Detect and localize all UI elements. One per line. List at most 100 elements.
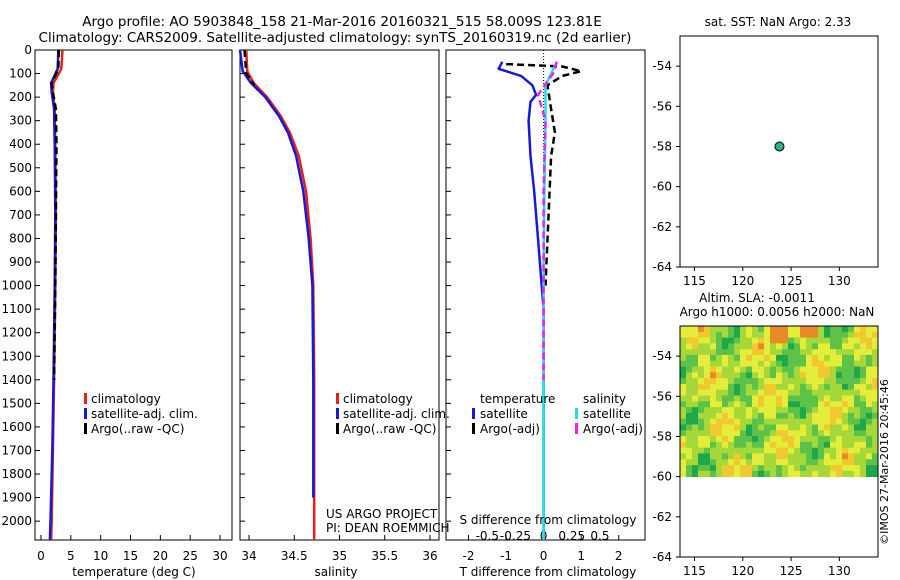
sla-cell: [860, 383, 867, 391]
legend-header-salinity: salinity: [583, 392, 626, 406]
sla-cell: [740, 366, 747, 373]
y-tick-label: 200: [9, 90, 32, 104]
sla-cell: [734, 453, 741, 460]
sla-cell: [740, 349, 747, 356]
sla-cell: [854, 389, 861, 396]
sla-cell: [842, 401, 849, 408]
sla-cell: [716, 389, 723, 396]
sla-cell: [680, 441, 687, 449]
sla-cell: [788, 418, 795, 425]
y-tick-label: 100: [9, 67, 32, 81]
sla-cell: [740, 418, 747, 425]
sla-cell: [704, 366, 711, 373]
sla-cell: [794, 326, 801, 333]
sla-cell: [710, 453, 717, 460]
sla-cell: [854, 366, 861, 373]
y-tick-label: 1100: [1, 302, 32, 316]
sla-cell: [800, 470, 807, 478]
sla-cell: [788, 349, 795, 356]
sla-cell: [692, 453, 699, 460]
sla-cell: [860, 418, 867, 425]
sla-cell: [734, 366, 741, 373]
sla-cell: [824, 395, 831, 402]
sla-cell: [806, 407, 813, 414]
y-tick-label: -60: [652, 180, 672, 194]
sla-cell: [794, 418, 801, 425]
sla-cell: [836, 366, 843, 373]
sla-cell: [806, 372, 813, 379]
sla-cell: [818, 360, 825, 367]
sla-cell: [830, 407, 837, 414]
sla-cell: [812, 354, 819, 362]
sla-cell: [782, 465, 789, 472]
sla-cell: [734, 337, 741, 344]
sla-cell: [770, 436, 777, 443]
sla-cell: [842, 465, 849, 472]
sla-cell: [680, 430, 687, 437]
sla-cell: [776, 441, 783, 449]
sla-cell: [722, 372, 729, 379]
sla-cell: [812, 337, 819, 344]
sla-cell: [788, 412, 795, 420]
sla-cell: [824, 372, 831, 379]
sla-cell: [782, 343, 789, 350]
sla-cell: [716, 366, 723, 373]
sla-cell: [686, 326, 693, 333]
sla-cell: [746, 326, 753, 333]
sla-cell: [710, 430, 717, 437]
sla-cell: [854, 331, 861, 338]
sla-cell: [716, 453, 723, 460]
sla-cell: [734, 395, 741, 402]
sla-cell: [704, 378, 711, 385]
legend-label-s-argo: Argo(-adj): [583, 422, 643, 436]
sla-cell: [830, 441, 837, 449]
sla-cell: [842, 360, 849, 367]
sla-cell: [830, 360, 837, 367]
sla-cell: [722, 383, 729, 391]
y-tick-label: -62: [652, 220, 672, 234]
x-tick-label: 115: [683, 274, 706, 288]
sla-cell: [830, 465, 837, 472]
sla-cell: [728, 349, 735, 356]
sla-cell: [722, 366, 729, 373]
sla-cell: [698, 430, 705, 437]
sla-cell: [860, 360, 867, 367]
sla-cell: [764, 418, 771, 425]
sla-cell: [686, 418, 693, 425]
sla-cell: [824, 447, 831, 454]
sla-cell: [836, 378, 843, 385]
sla-cell: [728, 395, 735, 402]
sla-cell: [782, 383, 789, 391]
sla-cell: [764, 337, 771, 344]
sla-cell: [854, 378, 861, 385]
sla-cell: [722, 337, 729, 344]
sla-cell: [698, 360, 705, 367]
sla-cell: [866, 326, 873, 333]
sla-cell: [842, 441, 849, 449]
y-tick-label: 1000: [1, 279, 32, 293]
sla-cell: [698, 447, 705, 454]
sla-cell: [842, 383, 849, 391]
sla-cell: [818, 430, 825, 437]
sla-cell: [758, 401, 765, 408]
sla-cell: [848, 418, 855, 425]
sla-cell: [788, 407, 795, 414]
sla-cell: [740, 383, 747, 391]
sla-cell: [860, 349, 867, 356]
sla-cell: [734, 360, 741, 367]
sla-cell: [734, 407, 741, 414]
sla-cell: [734, 389, 741, 396]
sla-cell: [680, 354, 687, 362]
sla-cell: [842, 424, 849, 431]
sla-cell: [866, 401, 873, 408]
sla-cell: [800, 383, 807, 391]
x-tick-label: 15: [123, 549, 138, 563]
sla-cell: [848, 412, 855, 420]
sla-cell: [782, 337, 789, 344]
sla-cell: [818, 354, 825, 362]
sla-cell: [758, 453, 765, 460]
sst-map-y-axis: -54 -56 -58 -60 -62 -64: [652, 59, 680, 274]
sla-cell: [758, 430, 765, 437]
sla-cell: [710, 441, 717, 449]
sla-cell: [794, 447, 801, 454]
